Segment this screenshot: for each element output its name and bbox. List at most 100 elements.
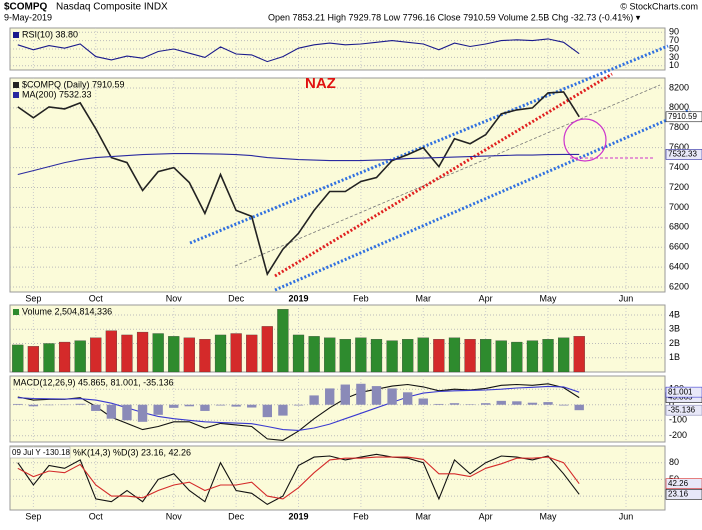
value-box [665, 489, 702, 500]
x-tick-label: Feb [353, 293, 369, 303]
bar [43, 343, 55, 373]
y-tick-label: 90 [669, 27, 679, 37]
bar [418, 398, 428, 405]
x-tick-label: 2019 [288, 293, 308, 303]
x-tick-label: Mar [416, 293, 432, 303]
bar [169, 404, 179, 408]
symbol: $COMPQ [4, 2, 48, 13]
y-tick-label: -200 [669, 430, 687, 440]
bar [122, 404, 132, 421]
panel [9, 304, 666, 373]
bar [433, 339, 445, 373]
y-tick-label: 4B [669, 309, 680, 319]
bar [434, 403, 444, 405]
support-line [274, 72, 613, 278]
value-box [665, 478, 702, 489]
bar [136, 331, 149, 373]
legend-label: Volume 2,504,814,336 [22, 306, 112, 316]
series-line [17, 453, 580, 506]
series-line [17, 153, 580, 176]
legend-label: RSI(10) 38.80 [22, 29, 78, 39]
x-tick-label: Sep [25, 511, 41, 521]
x-tick-label: Nov [166, 293, 183, 303]
value-box-label: 7910.59 [668, 112, 697, 121]
drawn-trendlines [189, 44, 691, 292]
y-tick-label: 1B [669, 352, 680, 362]
bar [371, 386, 382, 405]
bar [74, 340, 86, 373]
legend-swatch [13, 309, 19, 315]
x-tick-label: May [540, 293, 558, 303]
x-tick-label: Apr [479, 293, 493, 303]
value-box [665, 111, 702, 123]
credit: © StockCharts.com [620, 1, 698, 11]
bar [230, 333, 242, 373]
bar [168, 336, 180, 373]
bar [448, 337, 461, 373]
bar [496, 400, 506, 405]
bar [292, 334, 305, 373]
bar [339, 339, 351, 373]
bar [480, 339, 492, 373]
bar [573, 336, 585, 373]
y-tick-label: 6400 [669, 261, 689, 271]
bar [574, 404, 584, 411]
x-tick-label: Dec [228, 293, 245, 303]
bar [90, 337, 102, 373]
legend-label: MA(200) 7532.33 [22, 89, 92, 99]
value-box-label: 81.001 [668, 387, 693, 396]
x-tick-label: Dec [228, 511, 245, 521]
bar [495, 340, 507, 373]
bar [526, 340, 539, 373]
bar [105, 330, 117, 373]
bar [12, 344, 24, 373]
panel-title: %K(14,3) %D(3) 23.16, 42.26 [73, 447, 191, 457]
bar [356, 383, 366, 405]
bar [387, 388, 397, 405]
x-tick-label: 2019 [288, 511, 308, 521]
x-tick-label: Oct [89, 511, 104, 521]
bar [464, 339, 476, 373]
bar [386, 340, 398, 373]
y-tick-label: 8200 [669, 82, 689, 92]
x-tick-label: Jun [619, 511, 634, 521]
y-tick-label: 10 [669, 60, 679, 70]
bar [262, 404, 272, 418]
y-tick-label: 3B [669, 324, 680, 334]
bar [527, 402, 538, 405]
y-tick-label: 6200 [669, 281, 689, 291]
panel [9, 77, 666, 293]
bar [278, 404, 288, 416]
legend-swatch [13, 92, 19, 98]
annotation: NAZ [305, 75, 336, 92]
date: 9-May-2019 [4, 12, 52, 22]
bar [106, 404, 117, 419]
y-tick-label: 30 [669, 52, 679, 62]
value-box-label: 42.26 [668, 479, 689, 488]
value-box-label: 7532.33 [668, 150, 697, 159]
panel-title: MACD(12,26,9) 45.865, 81.001, -35.136 [13, 377, 174, 387]
x-tick-label: Feb [353, 511, 369, 521]
bar [340, 384, 350, 405]
value-box [665, 386, 702, 398]
bar [184, 404, 195, 407]
value-box [665, 149, 702, 160]
y-tick-label: 6600 [669, 242, 689, 252]
y-tick-label: 2B [669, 338, 680, 348]
bar [215, 404, 226, 406]
mid-channel-line [234, 84, 661, 267]
bar [153, 404, 163, 415]
bar [480, 403, 491, 405]
y-tick-label: 8000 [669, 102, 689, 112]
bar [247, 404, 257, 408]
bar [27, 346, 40, 373]
bar [246, 334, 258, 373]
annotation-box [9, 446, 71, 459]
y-tick-label: 7600 [669, 142, 689, 152]
value-box [665, 404, 702, 416]
highlight-circle [563, 118, 607, 162]
bar [91, 404, 101, 411]
bar [121, 334, 133, 373]
bar [200, 404, 210, 411]
y-tick-label: 7200 [669, 182, 689, 192]
